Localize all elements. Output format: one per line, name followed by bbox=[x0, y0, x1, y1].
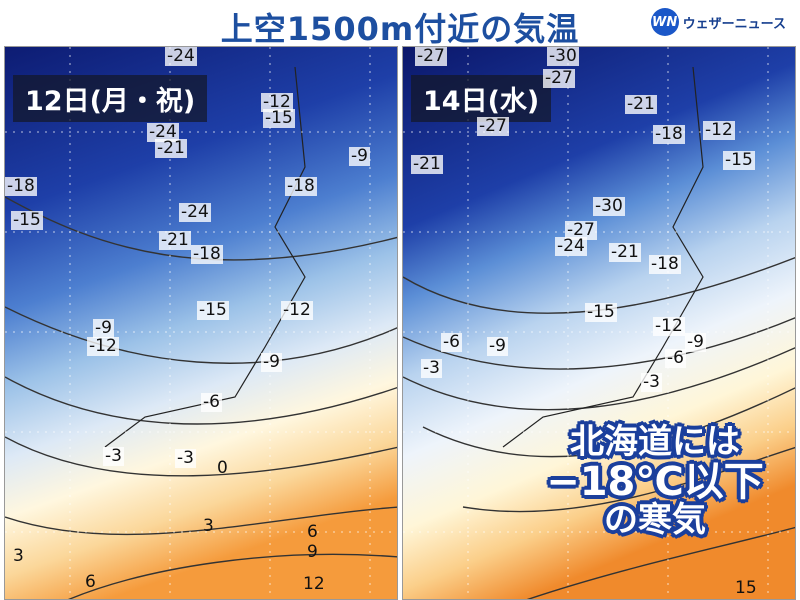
contour-label: -24 bbox=[555, 236, 587, 256]
contour-label: -9 bbox=[487, 336, 508, 356]
contour-label: -21 bbox=[155, 138, 187, 158]
contour-label: -30 bbox=[547, 46, 579, 66]
contour-label: -9 bbox=[685, 332, 706, 352]
contour-label: -24 bbox=[165, 46, 197, 66]
callout-text: 北海道には −18℃以下 の寒気 bbox=[520, 422, 790, 540]
contour-label: -21 bbox=[609, 242, 641, 262]
contour-label: -6 bbox=[665, 348, 686, 368]
contour-label: -6 bbox=[441, 332, 462, 352]
map-title: 上空1500m付近の気温 bbox=[220, 10, 580, 48]
contour-label: -6 bbox=[201, 392, 222, 412]
callout-line-1: 北海道には bbox=[570, 422, 740, 462]
brand-logo: WN ウェザーニュース bbox=[650, 8, 786, 36]
contour-label: -21 bbox=[159, 230, 191, 250]
brand-name: ウェザーニュース bbox=[682, 16, 786, 32]
contour-label: -12 bbox=[261, 92, 293, 112]
callout-line-3: の寒気 bbox=[604, 499, 706, 540]
contour-label: -18 bbox=[653, 124, 685, 144]
contour-label: -15 bbox=[263, 108, 295, 128]
contour-label: -30 bbox=[593, 196, 625, 216]
contour-label: -18 bbox=[285, 176, 317, 196]
contour-label: -27 bbox=[565, 220, 597, 240]
contour-label: -18 bbox=[649, 254, 681, 274]
contour-label: -3 bbox=[421, 358, 442, 378]
contour-label: -3 bbox=[175, 448, 196, 468]
contour-label: -21 bbox=[625, 94, 657, 114]
map-panel-left: 12日(月・祝) -24 -12 -15 -24 -21 -9 -18 -18 … bbox=[4, 46, 398, 600]
contour-label: -21 bbox=[411, 154, 443, 174]
contour-label: -27 bbox=[415, 46, 447, 66]
contour-label: -15 bbox=[585, 302, 617, 322]
contour-label: 3 bbox=[203, 516, 214, 536]
contour-label: 0 bbox=[217, 458, 228, 478]
contour-label: 6 bbox=[307, 522, 318, 542]
callout-line-2: −18℃以下 bbox=[546, 458, 764, 505]
contour-label: -12 bbox=[87, 336, 119, 356]
contour-label: 12 bbox=[303, 574, 325, 594]
contour-label: -12 bbox=[703, 120, 735, 140]
contour-label: -18 bbox=[191, 244, 223, 264]
contour-label: -9 bbox=[261, 352, 282, 372]
contour-label: -27 bbox=[543, 68, 575, 88]
contour-label: 9 bbox=[307, 542, 318, 562]
contour-label: -15 bbox=[723, 150, 755, 170]
contour-label: -3 bbox=[103, 446, 124, 466]
contour-label: -24 bbox=[147, 122, 179, 142]
contour-label: -18 bbox=[5, 176, 37, 196]
contour-label: -12 bbox=[653, 316, 685, 336]
panel-date-right: 14日(水) bbox=[411, 75, 552, 122]
title-bar: 上空1500m付近の気温 bbox=[0, 0, 800, 48]
contour-label: -15 bbox=[197, 300, 229, 320]
map-panel-right: 14日(水) -27 -30 -27 -21 -27 -21 -18 -12 -… bbox=[402, 46, 796, 600]
contour-label: 3 bbox=[13, 546, 24, 566]
panel-date-left: 12日(月・祝) bbox=[13, 75, 208, 122]
contour-label: -12 bbox=[281, 300, 313, 320]
contour-label: -15 bbox=[11, 210, 43, 230]
contour-label: -9 bbox=[349, 146, 370, 166]
contour-label: 15 bbox=[735, 578, 757, 598]
brand-mark-icon: WN bbox=[650, 8, 679, 36]
contour-label: -3 bbox=[641, 372, 662, 392]
contour-label: 6 bbox=[85, 572, 96, 592]
contour-label: -27 bbox=[477, 116, 509, 136]
contour-label: -24 bbox=[179, 202, 211, 222]
contour-label: -9 bbox=[93, 318, 114, 338]
